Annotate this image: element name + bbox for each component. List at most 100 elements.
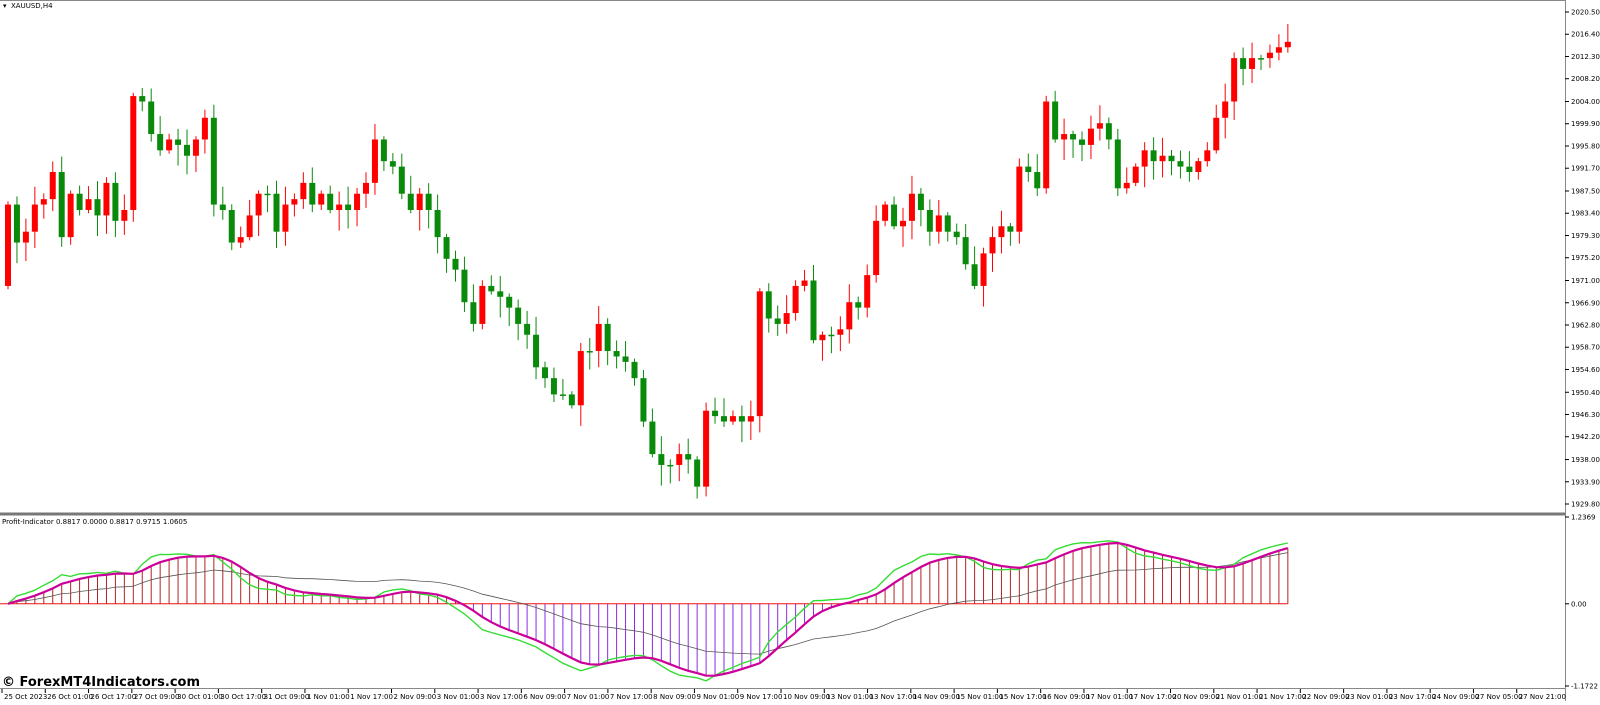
- candle-bull: [380, 139, 387, 162]
- candle-bear: [31, 204, 38, 232]
- candle-bull: [1034, 172, 1041, 189]
- candle-bull: [1150, 150, 1157, 162]
- candle-bull: [13, 204, 20, 243]
- candle-bull: [649, 421, 656, 455]
- candle-bear: [837, 329, 844, 335]
- price-tick-label: 1999.90: [1571, 120, 1600, 128]
- candle-bear: [882, 204, 889, 221]
- candle-bull: [944, 215, 951, 232]
- time-tick-label: 31 Oct 09:00: [264, 693, 310, 701]
- candle-bull: [76, 193, 83, 210]
- main-line: [7, 541, 1289, 677]
- time-tick-label: 15 Nov 17:00: [999, 693, 1046, 701]
- price-tick-label: 2004.00: [1571, 98, 1600, 106]
- price-tick-label: 1958.70: [1571, 344, 1600, 352]
- candle-bull: [765, 291, 772, 319]
- price-tick-label: 1987.50: [1571, 188, 1600, 196]
- candle-bull: [891, 204, 898, 227]
- candle-bear: [291, 199, 298, 205]
- price-tick-label: 1983.40: [1571, 210, 1600, 218]
- candle-bear: [336, 204, 343, 210]
- time-tick-label: 27 Oct 09:00: [134, 693, 180, 701]
- candle-bear: [980, 253, 987, 286]
- candle-bear: [49, 172, 56, 200]
- chart-symbol-arrow-icon: ▾: [3, 2, 7, 10]
- candle-bear: [747, 416, 754, 422]
- candle-bull: [1168, 155, 1175, 162]
- time-tick-label: 3 Nov 01:00: [437, 693, 480, 701]
- time-tick-label: 30 Oct 01:00: [177, 693, 223, 701]
- candle-bull: [917, 193, 924, 210]
- candle-bear: [864, 275, 871, 308]
- candle-bull: [273, 193, 280, 232]
- candle-bull: [1258, 58, 1264, 60]
- candle-bear: [5, 204, 11, 286]
- candle-bear: [595, 323, 602, 352]
- slow-line: [7, 552, 1288, 655]
- candle-bear: [354, 193, 361, 210]
- time-tick-label: 17 Nov 01:00: [1086, 693, 1133, 701]
- candle-bull: [1186, 166, 1193, 173]
- candle-bull: [264, 193, 271, 196]
- time-tick-label: 10 Nov 09:00: [783, 693, 830, 701]
- candle-bear: [255, 193, 262, 216]
- time-tick-label: 20 Nov 09:00: [1173, 693, 1220, 701]
- candle-bull: [112, 182, 119, 221]
- candle-bull: [210, 117, 217, 205]
- candle-bear: [998, 226, 1005, 238]
- candle-bear: [1141, 150, 1148, 167]
- time-tick-label: 15 Nov 01:00: [956, 693, 1003, 701]
- candle-bull: [452, 258, 459, 270]
- candle-bear: [201, 117, 208, 140]
- candle-bull: [712, 410, 719, 417]
- candle-bear: [783, 313, 790, 324]
- candle-bull: [622, 356, 629, 362]
- candle-bear: [1204, 150, 1211, 162]
- time-tick-label: 9 Nov 17:00: [740, 693, 783, 701]
- price-tick-label: 2012.30: [1571, 53, 1600, 61]
- candle-bear: [22, 231, 29, 243]
- candle-bear: [246, 215, 253, 238]
- candle-bull: [515, 307, 522, 324]
- candle-bull: [828, 334, 835, 337]
- price-tick-label: 1929.80: [1571, 501, 1600, 509]
- candle-bull: [1025, 166, 1032, 173]
- time-tick-label: 6 Nov 09:00: [523, 693, 566, 701]
- candle-bear: [1222, 101, 1229, 118]
- candle-bull: [962, 237, 969, 265]
- candle-bull: [1007, 226, 1014, 232]
- candle-bull: [810, 280, 817, 341]
- price-tick-label: 1942.20: [1571, 433, 1600, 441]
- candle-bear: [192, 139, 199, 156]
- time-tick-label: 21 Nov 01:00: [1216, 693, 1263, 701]
- time-tick-label: 1 Nov 17:00: [350, 693, 393, 701]
- candle-bull: [658, 454, 665, 465]
- candle-bear: [67, 193, 74, 238]
- candle-bear: [703, 410, 710, 487]
- time-tick-label: 13 Nov 01:00: [826, 693, 873, 701]
- time-tick-label: 1 Nov 01:00: [307, 693, 350, 701]
- time-tick-label: 22 Nov 09:00: [1302, 693, 1349, 701]
- candle-bull: [524, 323, 531, 335]
- price-axis[interactable]: 2020.50 2016.40 2012.30 2008.20 2004.00 1999.…: [1565, 9, 1600, 509]
- candle-bull: [604, 323, 611, 352]
- candle-bull: [738, 416, 745, 422]
- time-tick-label: 7 Nov 17:00: [610, 693, 653, 701]
- price-tick-label: 1954.60: [1571, 366, 1600, 374]
- watermark: © ForexMT4Indicators.com: [2, 675, 201, 690]
- candle-bull: [1070, 134, 1077, 140]
- candle-bear: [1266, 52, 1273, 59]
- candle-bull: [327, 193, 334, 210]
- time-tick-label: 14 Nov 09:00: [913, 693, 960, 701]
- time-tick-label: 9 Nov 01:00: [696, 693, 739, 701]
- candle-bull: [533, 334, 540, 368]
- candle-bear: [1195, 161, 1202, 173]
- price-tick-label: 2008.20: [1571, 75, 1600, 83]
- candle-bull: [184, 144, 190, 156]
- candle-bear: [166, 139, 173, 151]
- time-tick-label: 3 Nov 17:00: [480, 693, 523, 701]
- candle-bull: [1177, 161, 1184, 167]
